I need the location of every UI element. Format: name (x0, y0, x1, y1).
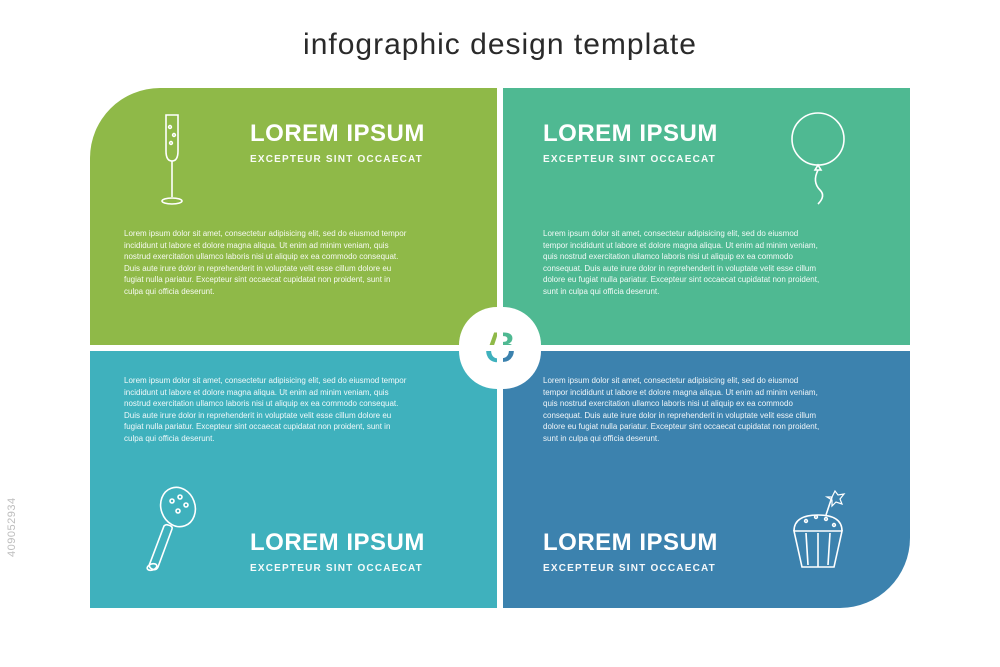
panel-b-heading-block: LOREM IPSUM EXCEPTEUR SINT OCCAECAT (543, 120, 760, 165)
panel-d-heading: LOREM IPSUM (543, 529, 760, 557)
champagne-glass-icon (142, 106, 202, 216)
panel-a: LOREM IPSUM EXCEPTEUR SINT OCCAECAT Lore… (90, 88, 497, 345)
panel-b-subheading: EXCEPTEUR SINT OCCAECAT (543, 154, 760, 165)
panel-c-body: Lorem ipsum dolor sit amet, consectetur … (124, 375, 407, 445)
panel-d-body: Lorem ipsum dolor sit amet, consectetur … (543, 375, 820, 445)
balloon-icon (778, 102, 858, 212)
panel-d-heading-block: LOREM IPSUM EXCEPTEUR SINT OCCAECAT (543, 529, 760, 574)
letter-badge-b: B (503, 307, 541, 345)
panel-c-subheading: EXCEPTEUR SINT OCCAECAT (250, 563, 473, 574)
maraca-icon (142, 476, 202, 586)
letter-badge-a: A (459, 307, 497, 345)
panel-d: Lorem ipsum dolor sit amet, consectetur … (503, 351, 910, 608)
watermark-text: 409052934 (6, 497, 18, 557)
panel-c-heading-block: LOREM IPSUM EXCEPTEUR SINT OCCAECAT (250, 529, 473, 574)
panel-a-body: Lorem ipsum dolor sit amet, consectetur … (124, 228, 407, 321)
panel-a-heading: LOREM IPSUM (250, 120, 473, 148)
panel-b-body: Lorem ipsum dolor sit amet, consectetur … (543, 228, 820, 321)
panel-c: Lorem ipsum dolor sit amet, consectetur … (90, 351, 497, 608)
panel-b-heading: LOREM IPSUM (543, 120, 760, 148)
panel-a-subheading: EXCEPTEUR SINT OCCAECAT (250, 154, 473, 165)
cupcake-icon (778, 476, 858, 586)
letter-badge-d: D (503, 351, 541, 389)
page-title: infographic design template (0, 28, 1000, 62)
letter-badge-c: C (459, 351, 497, 389)
infographic-grid: LOREM IPSUM EXCEPTEUR SINT OCCAECAT Lore… (90, 88, 910, 608)
panel-b: LOREM IPSUM EXCEPTEUR SINT OCCAECAT Lore… (503, 88, 910, 345)
panel-d-subheading: EXCEPTEUR SINT OCCAECAT (543, 563, 760, 574)
panel-c-heading: LOREM IPSUM (250, 529, 473, 557)
panel-a-heading-block: LOREM IPSUM EXCEPTEUR SINT OCCAECAT (250, 120, 473, 165)
